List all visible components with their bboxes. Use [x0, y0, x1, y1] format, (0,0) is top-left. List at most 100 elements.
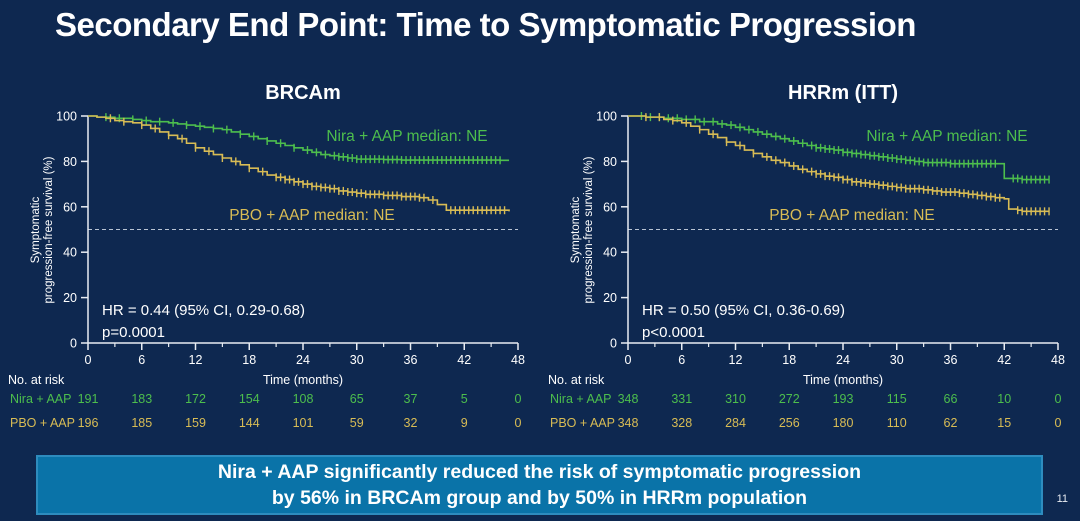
chart-panel-brcam: BRCAm Symptomaticprogression-free surviva…: [0, 75, 540, 450]
at-risk-value: 0: [1055, 392, 1062, 406]
y-tick-label: 80: [63, 155, 77, 169]
x-tick-label: 30: [350, 353, 364, 367]
x-tick-label: 12: [729, 353, 743, 367]
y-tick-label: 60: [63, 200, 77, 214]
at-risk-value: 328: [671, 416, 692, 430]
y-axis-label: Symptomaticprogression-free survival (%): [30, 156, 55, 303]
at-risk-value: 15: [997, 416, 1011, 430]
y-tick-label: 20: [603, 291, 617, 305]
at-risk-value: 284: [725, 416, 746, 430]
x-tick-label: 48: [511, 353, 525, 367]
x-tick-label: 42: [997, 353, 1011, 367]
at-risk-value: 172: [185, 392, 206, 406]
at-risk-value: 144: [239, 416, 260, 430]
at-risk-row-label: PBO + AAP: [550, 416, 615, 430]
at-risk-row-label: Nira + AAP: [550, 392, 612, 406]
x-axis-label: Time (months): [803, 373, 883, 387]
hr-annotation: HR = 0.44 (95% CI, 0.29-0.68): [102, 302, 305, 319]
p-value: p<0.0001: [642, 324, 705, 341]
y-tick-label: 60: [603, 200, 617, 214]
series-median-label: Nira + AAP median: NE: [866, 128, 1027, 145]
at-risk-value: 256: [779, 416, 800, 430]
at-risk-value: 32: [404, 416, 418, 430]
x-tick-label: 42: [457, 353, 471, 367]
conclusion-line-1: Nira + AAP significantly reduced the ris…: [217, 461, 862, 483]
x-tick-label: 18: [242, 353, 256, 367]
x-axis-label: Time (months): [263, 373, 343, 387]
page-number: 11: [1056, 493, 1068, 505]
x-tick-label: 18: [782, 353, 796, 367]
y-tick-label: 0: [70, 337, 77, 351]
at-risk-value: 9: [461, 416, 468, 430]
censor-ticks-nira-aap: [105, 113, 501, 165]
conclusion-line-2: by 56% in BRCAm group and by 50% in HRRm…: [271, 487, 808, 509]
svg-text:Symptomaticprogression-free su: Symptomaticprogression-free survival (%): [570, 156, 595, 303]
at-risk-value: 196: [78, 416, 99, 430]
x-tick-label: 6: [678, 353, 685, 367]
at-risk-value: 0: [515, 416, 522, 430]
at-risk-value: 348: [618, 392, 639, 406]
chart-title: HRRm (ITT): [788, 82, 898, 104]
censor-ticks-pbo-aap: [645, 113, 1050, 216]
censor-ticks-pbo-aap: [109, 114, 506, 215]
y-tick-label: 80: [603, 155, 617, 169]
y-tick-label: 20: [63, 291, 77, 305]
x-tick-label: 36: [404, 353, 418, 367]
at-risk-header: No. at risk: [8, 373, 65, 387]
x-tick-label: 24: [836, 353, 850, 367]
at-risk-value: 101: [293, 416, 314, 430]
y-tick-label: 100: [596, 110, 617, 124]
at-risk-value: 180: [833, 416, 854, 430]
chart-title: BRCAm: [265, 82, 341, 104]
at-risk-header: No. at risk: [548, 373, 605, 387]
at-risk-value: 65: [350, 392, 364, 406]
at-risk-value: 10: [997, 392, 1011, 406]
hr-annotation: HR = 0.50 (95% CI, 0.36-0.69): [642, 302, 845, 319]
at-risk-value: 191: [78, 392, 99, 406]
at-risk-value: 159: [185, 416, 206, 430]
slide-title: Secondary End Point: Time to Symptomatic…: [55, 6, 916, 43]
at-risk-row-label: Nira + AAP: [10, 392, 72, 406]
at-risk-value: 37: [404, 392, 418, 406]
x-tick-label: 48: [1051, 353, 1065, 367]
km-chart: BRCAm Symptomaticprogression-free surviva…: [8, 82, 525, 430]
at-risk-value: 0: [515, 392, 522, 406]
chart-panel-hrrm: HRRm (ITT) Symptomaticprogression-free su…: [540, 75, 1080, 450]
y-tick-label: 0: [610, 337, 617, 351]
x-tick-label: 30: [890, 353, 904, 367]
at-risk-value: 183: [131, 392, 152, 406]
at-risk-value: 0: [1055, 416, 1062, 430]
x-tick-label: 0: [625, 353, 632, 367]
at-risk-value: 154: [239, 392, 260, 406]
at-risk-value: 115: [887, 392, 907, 406]
at-risk-value: 62: [944, 416, 958, 430]
x-tick-label: 6: [138, 353, 145, 367]
at-risk-value: 310: [725, 392, 746, 406]
series-median-label: PBO + AAP median: NE: [769, 207, 935, 224]
at-risk-value: 66: [944, 392, 958, 406]
at-risk-value: 331: [671, 392, 692, 406]
x-tick-label: 36: [944, 353, 958, 367]
svg-text:Symptomaticprogression-free su: Symptomaticprogression-free survival (%): [30, 156, 55, 303]
series-median-label: PBO + AAP median: NE: [229, 207, 395, 224]
y-axis-label: Symptomaticprogression-free survival (%): [570, 156, 595, 303]
conclusion-banner: Nira + AAP significantly reduced the ris…: [36, 455, 1043, 515]
p-value: p=0.0001: [102, 324, 165, 341]
at-risk-value: 272: [779, 392, 800, 406]
at-risk-value: 185: [131, 416, 152, 430]
x-tick-label: 12: [189, 353, 203, 367]
at-risk-value: 59: [350, 416, 364, 430]
at-risk-value: 193: [833, 392, 854, 406]
km-chart: HRRm (ITT) Symptomaticprogression-free su…: [548, 82, 1065, 430]
y-tick-label: 40: [63, 246, 77, 260]
at-risk-value: 348: [618, 416, 639, 430]
x-tick-label: 24: [296, 353, 310, 367]
series-median-label: Nira + AAP median: NE: [326, 128, 487, 145]
at-risk-value: 5: [461, 392, 468, 406]
y-tick-label: 40: [603, 246, 617, 260]
at-risk-row-label: PBO + AAP: [10, 416, 75, 430]
censor-ticks-nira-aap: [640, 112, 1050, 184]
at-risk-value: 110: [887, 416, 907, 430]
x-tick-label: 0: [85, 353, 92, 367]
